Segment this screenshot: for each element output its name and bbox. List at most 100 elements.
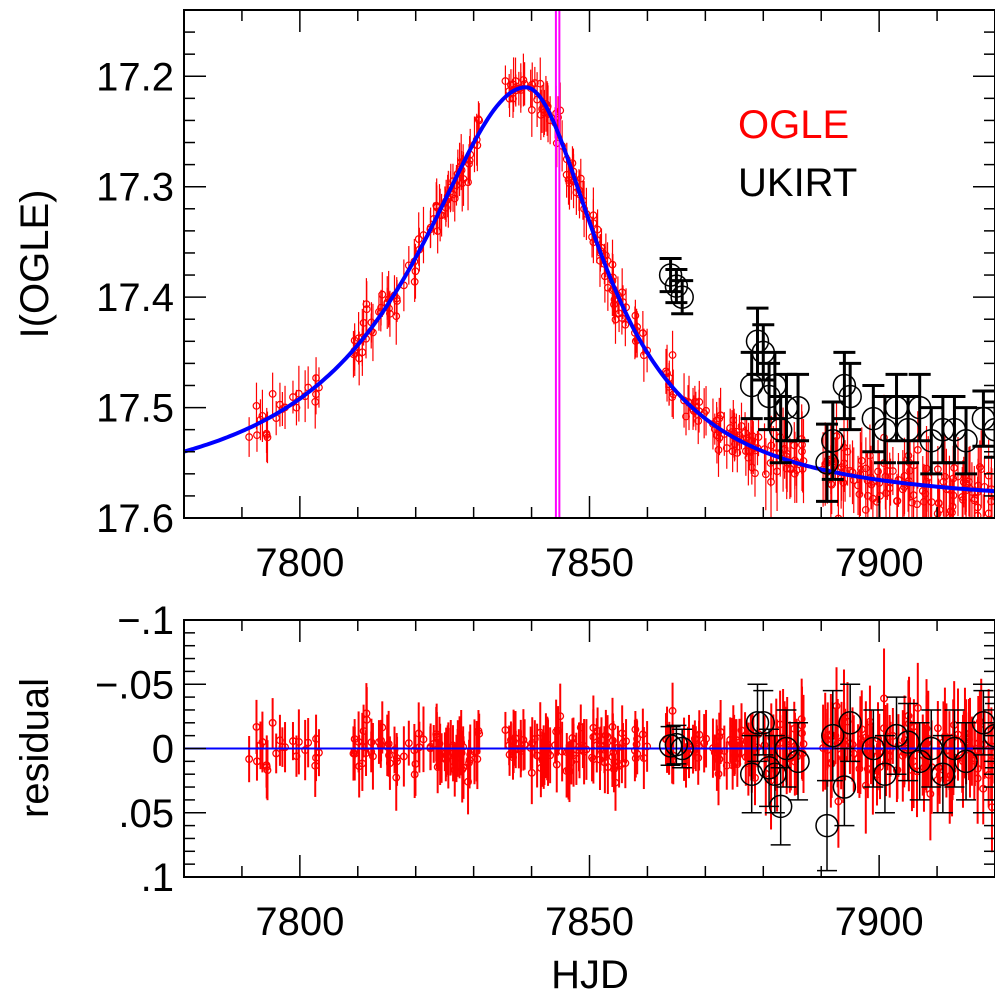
residual-point: [722, 761, 731, 770]
ukirt-point: [786, 395, 810, 420]
ukirt-residual-point: [739, 762, 764, 786]
top-data-layer: [184, 10, 995, 529]
ukirt-residual-point: [670, 736, 694, 761]
y-tick-label: 17.4: [96, 276, 174, 320]
residual-point: [253, 757, 261, 766]
ukirt-point: [838, 384, 862, 409]
residual-point: [384, 739, 393, 748]
bottom-y-axis-label: residual: [13, 678, 57, 818]
ogle-point: [414, 235, 423, 243]
ogle-point: [562, 170, 571, 179]
ukirt-residual-point: [786, 749, 810, 774]
residual-point: [378, 723, 387, 732]
residual-point: [404, 739, 413, 748]
ogle-point: [519, 76, 528, 84]
x-tick-label: 7900: [835, 541, 924, 585]
residual-point: [350, 735, 359, 744]
residual-point: [921, 754, 930, 763]
ogle-point: [798, 447, 806, 456]
residual-point: [355, 762, 364, 771]
residual-point: [933, 724, 942, 733]
residual-point: [527, 768, 536, 777]
ogle-point: [909, 491, 918, 500]
ogle-point: [857, 465, 865, 474]
ogle-point: [662, 367, 670, 376]
ogle-point: [458, 179, 467, 188]
ogle-point: [355, 354, 364, 363]
ogle-point: [668, 351, 677, 359]
residual-point: [410, 746, 419, 755]
ukirt-point: [954, 428, 978, 453]
residual-point: [475, 729, 484, 738]
residual-point: [301, 746, 310, 755]
ogle-point: [949, 474, 958, 483]
residual-point: [863, 765, 872, 773]
x-tick-label: 7850: [545, 900, 634, 944]
ogle-point: [564, 176, 573, 184]
residual-point: [368, 752, 377, 761]
light-curve-panel: 7800 7850 7900 17.2 17.3 17.4 17.5 17.6 I(OGLE)…: [13, 9, 995, 585]
residual-point: [589, 733, 598, 741]
y-tick-label: −.05: [95, 663, 174, 707]
ukirt-residual-point: [832, 775, 857, 799]
x-tick-label: 7850: [545, 541, 634, 585]
y-tick-label: 17.5: [96, 387, 174, 431]
ukirt-residual-point: [821, 723, 845, 748]
ogle-point: [730, 440, 739, 448]
ukirt-point: [821, 428, 845, 453]
ogle-point: [939, 477, 948, 486]
y-tick-label: −.1: [117, 599, 174, 643]
top-y-axis-label: I(OGLE): [13, 190, 57, 339]
ogle-point: [631, 311, 640, 320]
ogle-point: [245, 433, 254, 441]
ogle-point: [921, 489, 930, 498]
y-tick-label: .1: [141, 856, 174, 900]
residual-point: [419, 735, 428, 744]
residual-point: [668, 706, 677, 715]
ukirt-residual-point: [954, 749, 978, 774]
ogle-point: [610, 300, 618, 309]
ogle-point: [350, 336, 359, 345]
ogle-point: [714, 446, 723, 454]
residual-point: [979, 784, 988, 793]
ogle-point: [843, 447, 852, 456]
residual-point: [399, 752, 408, 761]
residual-point: [435, 739, 444, 748]
x-axis-label: HJD: [551, 953, 629, 997]
ogle-point: [975, 463, 984, 471]
residual-point: [311, 761, 320, 770]
x-tick-label: 7800: [255, 900, 344, 944]
residual-point: [245, 755, 254, 764]
ogle-point: [527, 106, 536, 114]
ukirt-residual-point: [745, 711, 770, 735]
residual-point: [799, 740, 808, 748]
residual-point: [362, 715, 371, 724]
ogle-point: [509, 80, 518, 89]
ogle-point: [980, 522, 987, 529]
ogle-point: [276, 400, 284, 409]
residual-point: [608, 736, 617, 745]
residual-panel: 7800 7850 7900 −.1 −.05 0 .05 .1 residual HJD: [13, 599, 995, 997]
ogle-point: [882, 489, 890, 498]
y-tick-label: 0: [152, 728, 174, 772]
ukirt-residual-point: [751, 711, 776, 735]
residual-point: [576, 723, 585, 732]
ogle-point: [378, 290, 387, 299]
residual-point: [631, 754, 640, 763]
ogle-point: [262, 431, 271, 439]
ogle-point: [834, 514, 843, 518]
ogle-point: [554, 113, 562, 122]
residual-point: [562, 767, 571, 775]
ogle-point: [785, 464, 794, 473]
ogle-point: [920, 497, 928, 506]
model-curve: [184, 85, 995, 494]
residual-point: [861, 781, 870, 790]
ukirt-point: [745, 329, 770, 354]
residual-point: [712, 754, 721, 763]
residual-point: [856, 735, 865, 744]
residual-point: [552, 760, 561, 769]
ogle-point: [713, 431, 721, 440]
residual-point: [631, 725, 640, 734]
ukirt-residual-point: [838, 711, 862, 735]
ogle-point: [292, 403, 301, 412]
